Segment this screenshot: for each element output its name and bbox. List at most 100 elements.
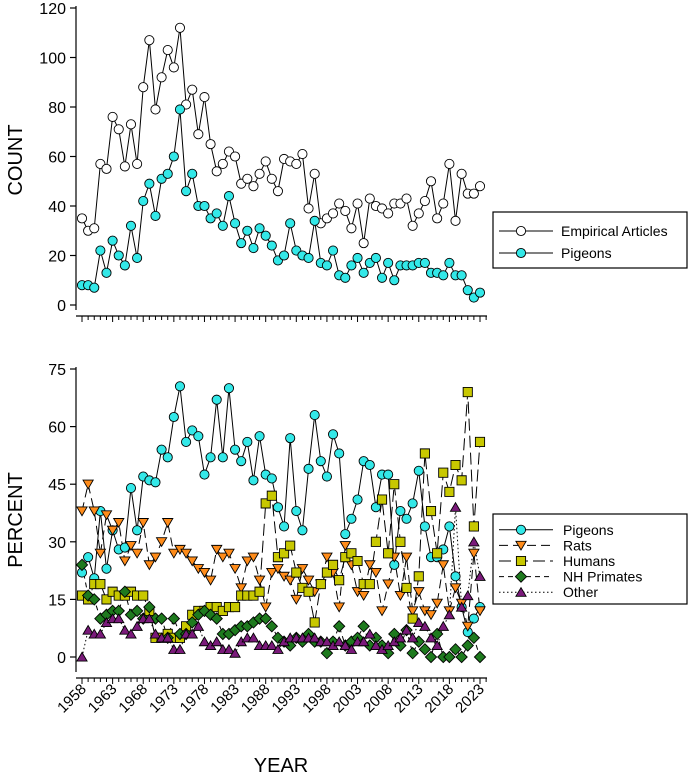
data-point	[101, 267, 112, 278]
data-point	[204, 575, 217, 586]
data-point	[266, 240, 277, 251]
data-point	[352, 198, 363, 209]
data-point	[419, 521, 430, 532]
data-point	[144, 178, 155, 189]
data-point	[357, 636, 370, 647]
data-point	[412, 587, 425, 598]
data-point	[284, 575, 297, 586]
data-point	[333, 636, 346, 647]
data-point	[461, 639, 474, 652]
data-point	[174, 22, 186, 33]
data-point	[474, 570, 486, 581]
data-point	[143, 613, 156, 624]
data-point	[406, 646, 419, 660]
data-point	[467, 548, 480, 559]
plot-panel-percent: 0153045607519581963196819731978198319881…	[48, 362, 688, 717]
data-point	[309, 617, 320, 628]
data-point	[113, 124, 124, 135]
data-point	[285, 433, 296, 444]
data-point	[352, 252, 363, 264]
legend-marker	[515, 586, 527, 597]
data-point	[468, 613, 479, 624]
data-point	[168, 411, 179, 423]
data-point	[340, 529, 351, 540]
data-point	[125, 220, 137, 231]
data-point	[119, 161, 130, 172]
data-point	[131, 548, 143, 559]
data-point	[198, 567, 211, 579]
x-tick-label: 2008	[360, 681, 396, 717]
data-point	[303, 586, 314, 597]
data-point	[205, 139, 216, 150]
data-point	[95, 578, 106, 590]
data-point	[352, 494, 363, 505]
data-point	[138, 590, 149, 601]
data-point	[150, 477, 161, 488]
data-point	[216, 552, 229, 563]
data-point	[162, 452, 173, 463]
data-point	[150, 104, 161, 115]
data-point	[400, 624, 413, 635]
data-point	[285, 218, 296, 229]
data-point	[199, 92, 210, 103]
data-point	[285, 540, 296, 551]
data-point	[321, 471, 332, 482]
data-point	[467, 536, 480, 547]
legend-label: Other	[563, 584, 598, 600]
data-point	[210, 612, 223, 625]
data-point	[309, 215, 320, 226]
data-point	[180, 548, 192, 559]
data-point	[185, 616, 199, 629]
data-point	[94, 628, 107, 639]
data-point	[168, 151, 179, 162]
data-point	[346, 513, 357, 524]
legend-label: Humans	[563, 553, 615, 569]
data-point	[76, 651, 88, 662]
data-point	[132, 252, 143, 264]
data-point	[346, 260, 357, 271]
data-point	[303, 203, 314, 214]
data-point	[291, 158, 302, 169]
data-point	[279, 250, 290, 261]
data-point	[334, 448, 345, 459]
data-point	[437, 560, 450, 571]
data-point	[438, 270, 449, 281]
data-point	[253, 575, 266, 586]
data-point	[346, 223, 357, 234]
data-point	[198, 604, 211, 618]
legend-marker	[514, 570, 528, 583]
data-point	[290, 594, 303, 605]
data-point	[370, 639, 382, 651]
data-point	[254, 168, 265, 179]
data-point	[327, 429, 339, 440]
x-axis-label-year: YEAR	[254, 755, 308, 772]
data-point	[438, 467, 449, 478]
data-point	[132, 525, 143, 536]
data-point	[291, 506, 302, 517]
data-point	[211, 394, 222, 405]
data-point	[418, 643, 432, 656]
data-point	[364, 459, 375, 471]
data-point	[217, 452, 228, 463]
x-tick-label: 1983	[207, 681, 243, 717]
data-point	[370, 567, 382, 579]
data-point	[395, 506, 406, 517]
data-point	[364, 193, 375, 204]
legend-label: Pigeons	[561, 245, 612, 261]
data-point	[334, 575, 345, 586]
data-point	[413, 571, 424, 582]
data-point	[247, 552, 260, 563]
data-point	[394, 591, 407, 602]
data-point	[259, 602, 272, 613]
data-point	[205, 452, 216, 463]
x-tick-label: 2023	[452, 681, 488, 717]
data-point	[242, 173, 253, 184]
data-point	[95, 245, 106, 256]
data-point	[383, 208, 394, 219]
data-point	[138, 82, 149, 93]
data-point	[437, 620, 450, 631]
data-point	[75, 558, 89, 572]
data-point	[230, 218, 241, 229]
y-tick-label: 80	[48, 100, 66, 117]
x-tick-label: 2003	[330, 681, 366, 717]
